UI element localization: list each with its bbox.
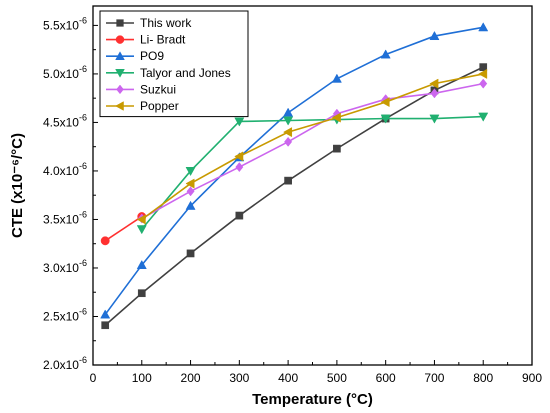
data-point-marker [136, 259, 147, 269]
series-line [141, 73, 484, 221]
x-tick-label: 0 [90, 371, 97, 385]
data-point-marker [479, 78, 488, 89]
data-point-marker [284, 136, 293, 147]
legend-item: Li- Bradt [106, 33, 186, 47]
data-point-marker [478, 112, 489, 122]
legend-label: Talyor and Jones [140, 66, 231, 80]
data-point-marker [235, 211, 244, 220]
x-tick-label: 900 [522, 371, 542, 385]
data-point-marker [100, 236, 110, 246]
series-group [136, 112, 489, 235]
data-point-marker [137, 289, 146, 298]
data-point-marker [234, 117, 245, 127]
legend-label: This work [140, 16, 192, 30]
data-point-marker [101, 321, 110, 330]
data-point-marker [283, 116, 294, 126]
x-tick-label: 700 [424, 371, 444, 385]
x-tick-labels: 0 100 200 300 400 500 600 700 800 900 [90, 371, 543, 385]
data-point-marker [429, 30, 440, 41]
data-point-marker [429, 78, 439, 89]
legend-item: Popper [106, 99, 179, 113]
x-tick-label: 400 [278, 371, 298, 385]
legend: This work Li- Bradt PO9 Talyor and Jones Suz… [99, 10, 249, 118]
plot-frame [92, 5, 533, 366]
data-point-marker [136, 214, 146, 225]
y-tick-label: 4.0x10-6 [43, 161, 87, 178]
legend-label: Li- Bradt [140, 33, 186, 47]
x-tick-label: 500 [327, 371, 347, 385]
x-axis-title: Temperature (°C) [252, 391, 373, 408]
data-point-marker [185, 167, 196, 177]
legend-item: Talyor and Jones [106, 66, 231, 80]
data-point-marker [115, 35, 125, 44]
data-point-marker [116, 84, 124, 95]
data-point-marker [234, 151, 244, 162]
y-axis-title: CTE (x10⁻⁶/°C) [9, 133, 26, 238]
series-layer [100, 22, 489, 330]
legend-label: Suzkui [140, 82, 176, 96]
legend-box [99, 10, 249, 118]
series-line [141, 115, 484, 230]
y-tick-label: 3.0x10-6 [43, 258, 87, 275]
data-point-marker [115, 51, 125, 60]
data-point-marker [283, 107, 294, 117]
data-point-marker [186, 186, 195, 197]
data-point-marker [430, 88, 439, 99]
y-tick-label: 3.5x10-6 [43, 209, 87, 226]
x-tick-label: 600 [376, 371, 396, 385]
series-line [104, 215, 143, 242]
data-point-marker [100, 309, 111, 319]
x-tick-label: 100 [132, 371, 152, 385]
data-point-marker [333, 144, 341, 153]
series-group [136, 68, 488, 225]
x-tick-label: 300 [229, 371, 249, 385]
legend-item: PO9 [106, 49, 164, 63]
data-point-marker [429, 114, 440, 124]
x-tick-label: 800 [473, 371, 493, 385]
data-point-marker [380, 114, 391, 124]
data-point-marker [284, 176, 292, 185]
y-tick-label: 5.0x10-6 [43, 64, 87, 81]
data-point-marker [331, 112, 341, 123]
data-point-marker [331, 73, 342, 83]
data-point-marker [185, 200, 196, 210]
data-point-marker [282, 127, 293, 138]
data-point-marker [136, 225, 147, 235]
y-tick-label: 2.0x10-6 [43, 355, 87, 372]
legend-label: Popper [140, 99, 179, 113]
x-tick-label: 200 [181, 371, 201, 385]
data-point-marker [116, 19, 124, 27]
data-point-marker [185, 178, 195, 189]
data-point-marker [186, 249, 195, 258]
legend-item: This work [106, 16, 192, 30]
y-tick-label: 2.5x10-6 [43, 306, 87, 323]
data-point-marker [115, 69, 125, 78]
data-point-marker [235, 162, 244, 173]
data-point-marker [380, 97, 390, 108]
y-tick-label: 4.5x10-6 [43, 112, 87, 129]
legend-item: Suzkui [106, 82, 176, 96]
data-point-marker [478, 22, 489, 32]
data-point-marker [115, 101, 124, 111]
series-line [141, 82, 484, 220]
legend-label: PO9 [140, 49, 164, 63]
data-point-marker [479, 63, 488, 71]
y-tick-label: 5.5x10-6 [43, 15, 87, 32]
data-point-marker [380, 49, 391, 59]
y-tick-labels: 2.0x10-6 2.5x10-6 3.0x10-6 3.5x10-6 4.0x10-6… [43, 15, 87, 372]
data-point-marker [478, 68, 488, 79]
